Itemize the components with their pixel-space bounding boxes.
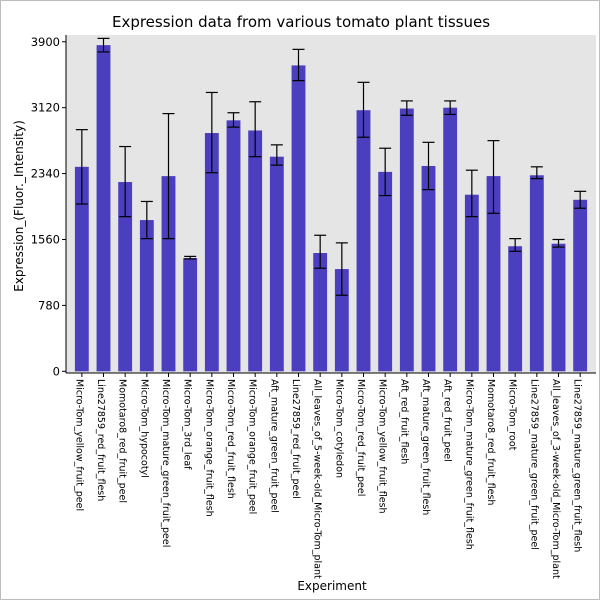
error-bar-6 — [184, 255, 197, 260]
y-tick-label-3: 1560 — [31, 232, 60, 246]
bar-10 — [269, 156, 284, 372]
error-bar-10 — [270, 144, 283, 166]
bar-9 — [248, 130, 263, 372]
error-bar-17 — [422, 141, 435, 191]
bar-22 — [529, 175, 544, 372]
x-tick-label-13: Micro-Tom_cotyledon — [333, 379, 344, 478]
error-bar-21 — [509, 238, 522, 252]
bar-24 — [573, 199, 588, 372]
error-bar-11 — [292, 48, 305, 82]
x-tick-label-7: Micro-Tom_orange_fruit_flesh — [203, 379, 214, 517]
x-tick-label-23: All_leaves_of_3-week-old_Micro-Tom_plant — [550, 379, 561, 579]
error-bar-1 — [75, 129, 88, 205]
plot-area — [66, 35, 596, 373]
x-tick-label-20: Momotaro8_red_fruit_flesh — [485, 379, 496, 505]
error-bar-16 — [400, 100, 413, 116]
bar-1 — [74, 166, 89, 372]
y-tick-label-6: 3900 — [31, 35, 60, 49]
bar-4 — [139, 220, 154, 372]
error-bar-9 — [249, 101, 262, 158]
error-bars — [75, 37, 587, 296]
error-bar-14 — [357, 81, 370, 138]
error-bar-13 — [335, 242, 348, 296]
bar-19 — [464, 194, 479, 372]
x-tick-label-14: Micro-Tom_red_fruit_peel — [355, 379, 366, 496]
y-tick-label-2: 780 — [38, 298, 60, 312]
error-bar-8 — [227, 112, 240, 128]
x-tick-label-5: Micro-Tom_mature_green_fruit_peel — [160, 379, 171, 547]
x-tick-label-24: Line27859_mature_green_fruit_flesh — [572, 379, 583, 552]
error-bar-19 — [465, 169, 478, 218]
x-tick-label-12: All_leaves_of_5-week-old_Micro-Tom_plant — [312, 379, 323, 579]
error-bar-15 — [379, 147, 392, 197]
bar-14 — [356, 110, 371, 372]
x-tick-label-16: Aft_red_fruit_flesh — [398, 379, 409, 464]
chart-title: Expression data from various tomato plan… — [112, 13, 490, 31]
x-tick-label-1: Micro-Tom_yellow_fruit_peel — [73, 379, 84, 511]
bar-21 — [508, 246, 523, 372]
y-tick-label-1: 0 — [53, 364, 60, 378]
x-tick-label-15: Micro-Tom_yellow_fruit_flesh — [377, 379, 388, 514]
bar-6 — [183, 258, 198, 372]
bar-8 — [226, 120, 241, 372]
x-tick-label-22: Line27859_mature_green_fruit_peel — [528, 379, 539, 550]
error-bar-2 — [97, 37, 110, 53]
error-bar-3 — [119, 145, 132, 218]
bar-series — [74, 45, 588, 372]
error-bar-24 — [574, 190, 587, 209]
bar-20 — [486, 176, 501, 372]
y-tick-label-5: 3120 — [31, 101, 60, 115]
x-tick-label-18: Aft_red_fruit_peel — [442, 379, 453, 462]
x-tick-label-2: Line27859_red_fruit_flesh — [95, 379, 106, 501]
bar-16 — [399, 108, 414, 372]
x-tick-label-10: Aft_mature_green_fruit_peel — [268, 379, 279, 513]
bar-7 — [204, 133, 219, 372]
bar-11 — [291, 65, 306, 372]
error-bar-22 — [530, 166, 543, 180]
bar-12 — [313, 253, 328, 372]
bar-3 — [118, 182, 133, 372]
bar-13 — [334, 269, 349, 372]
bar-18 — [443, 107, 458, 372]
x-tick-label-9: Micro-Tom_orange_fruit_peel — [247, 379, 258, 514]
x-tick-label-4: Micro-Tom_hypocotyl — [138, 379, 149, 478]
bar-5 — [161, 176, 176, 372]
x-tick-label-11: Line27859_red_fruit_peel — [290, 379, 301, 499]
x-tick-label-19: Micro-Tom_mature_green_fruit_flesh — [463, 379, 474, 550]
bar-2 — [96, 45, 111, 372]
bar-15 — [378, 171, 393, 372]
x-tick-label-21: Micro-Tom_root — [507, 379, 518, 451]
error-bar-7 — [205, 91, 218, 174]
error-bar-18 — [444, 100, 457, 116]
x-tick-label-3: Momotaro8_red_fruit_peel — [117, 379, 128, 503]
error-bar-12 — [314, 234, 327, 269]
x-axis-ticks: Micro-Tom_yellow_fruit_peel Line27859_red… — [73, 373, 583, 579]
y-axis-ticks: 0 780 1560 2340 3120 3900 — [31, 35, 66, 378]
y-axis-label: Expression_(Fluor._Intensity) — [12, 120, 26, 292]
bar-23 — [551, 243, 566, 372]
error-bar-5 — [162, 112, 175, 240]
x-tick-label-17: Aft_mature_green_fruit_flesh — [420, 379, 431, 515]
error-bar-4 — [140, 200, 153, 240]
x-tick-label-6: Micro-Tom_3rd_leaf — [182, 379, 193, 470]
x-tick-label-8: Micro-Tom_red_fruit_flesh — [225, 379, 236, 499]
error-bar-20 — [487, 140, 500, 214]
error-bar-23 — [552, 238, 565, 248]
x-axis-label: Experiment — [297, 579, 367, 593]
bar-17 — [421, 165, 436, 372]
y-tick-label-4: 2340 — [31, 167, 60, 181]
